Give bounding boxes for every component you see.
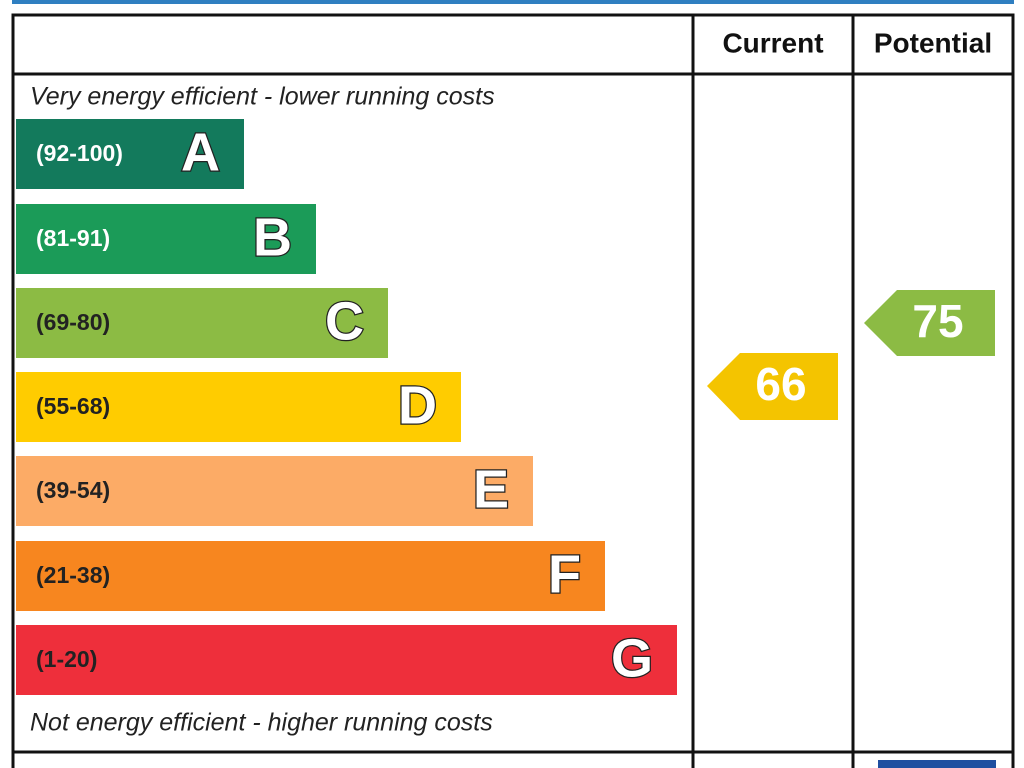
band-bar [16,456,533,526]
band-letter: C [325,291,364,351]
band-range: (21-38) [36,562,110,588]
band-bar [16,372,461,442]
band-bar [16,288,388,358]
potential-header: Potential [874,27,992,58]
current-score: 66 [755,358,806,410]
band-letter: D [398,375,437,435]
current-arrow [707,353,838,420]
band-letter: E [473,459,509,519]
band-letter: B [253,207,292,267]
band-letter: G [611,628,653,688]
band-bar [16,625,677,695]
potential-score: 75 [912,295,963,347]
band-bar [16,541,605,611]
band-range: (39-54) [36,477,110,503]
band-range: (55-68) [36,393,110,419]
current-header: Current [722,27,823,58]
eu-flag [878,760,996,768]
potential-arrow [864,290,995,356]
band-bar [16,204,316,274]
top-rule [12,0,1014,4]
frame [11,13,1015,768]
band-range: (81-91) [36,225,110,251]
band-letter: A [181,122,220,182]
bands: (92-100) A (81-91) B (69-80) C (55-68) D (39-54)… [16,119,677,695]
band-bar [16,119,244,189]
band-range: (1-20) [36,646,97,672]
bottom-note: Not energy efficient - higher running co… [30,709,493,737]
top-note: Very energy efficient - lower running co… [30,83,495,111]
band-letter: F [548,544,581,604]
band-range: (69-80) [36,309,110,335]
band-range: (92-100) [36,140,123,166]
